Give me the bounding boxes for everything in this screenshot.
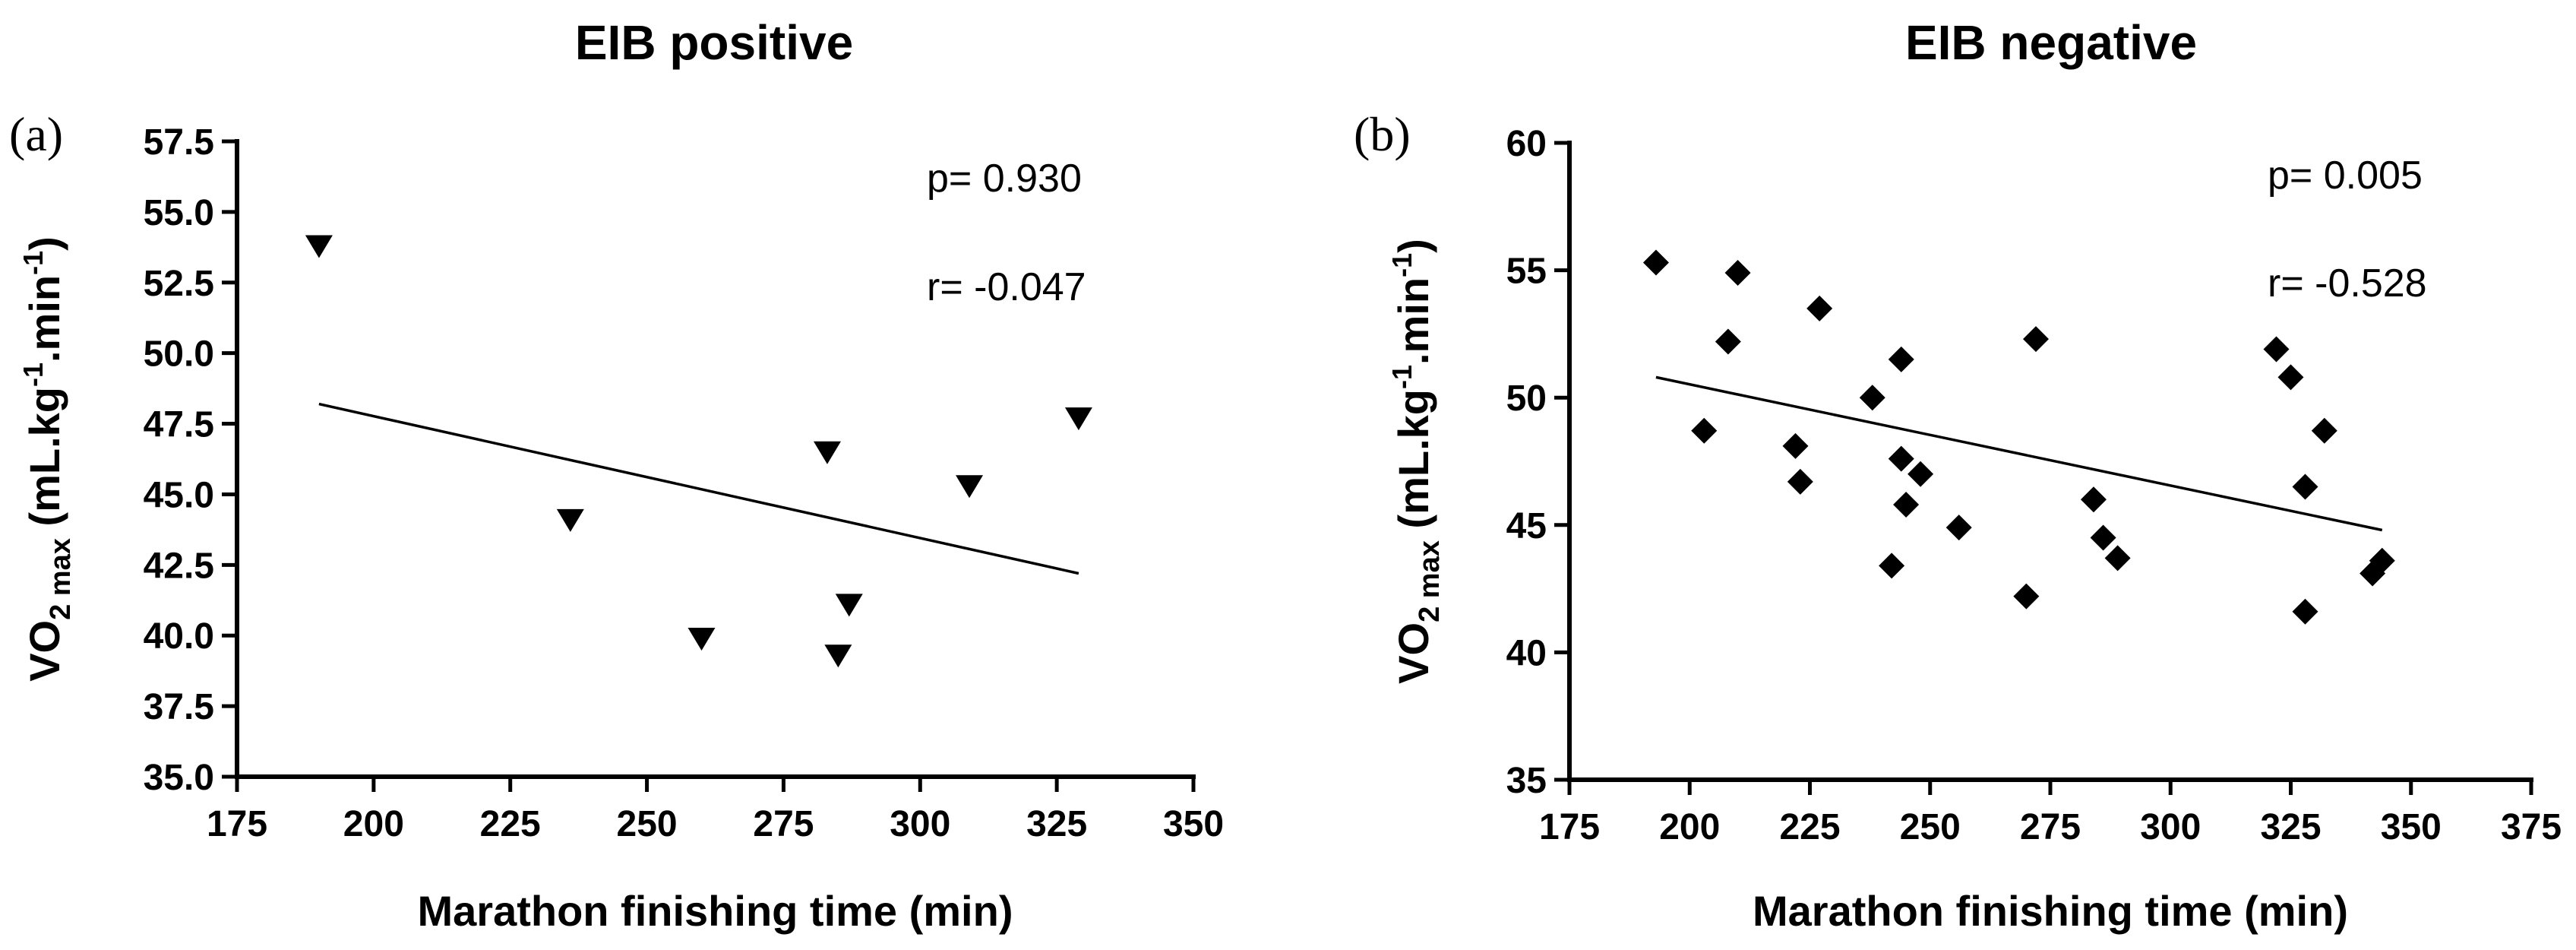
data-point xyxy=(687,627,716,651)
data-point xyxy=(2080,486,2107,513)
y-axis-label-part: -1 xyxy=(1386,253,1418,277)
data-point xyxy=(1064,407,1092,431)
x-tick-label: 350 xyxy=(1163,804,1224,844)
x-tick-label: 325 xyxy=(2260,807,2321,847)
chart-panel-b: EIB negative (b) 35 40 45 50 55 60 175 200 225 250 2… xyxy=(1354,15,2562,935)
x-tick-label: 175 xyxy=(207,804,267,844)
x-tick-label: 325 xyxy=(1026,804,1087,844)
x-tick-label: 375 xyxy=(2501,807,2562,847)
data-point xyxy=(2369,547,2395,574)
y-tick-label: 37.5 xyxy=(144,687,214,727)
x-tick-label: 200 xyxy=(343,804,404,844)
y-axis-label: VO2 max (mL.kg-1.min-1) xyxy=(1386,239,1446,684)
r-value-label: r= -0.047 xyxy=(927,265,1086,309)
data-point xyxy=(2277,364,2304,391)
data-point xyxy=(556,508,584,532)
data-point xyxy=(1945,515,1972,541)
regression-line xyxy=(1655,375,2383,532)
chart-title: EIB positive xyxy=(575,15,853,70)
x-tick-label: 175 xyxy=(1539,807,1600,847)
regression-line xyxy=(318,402,1079,575)
x-axis-label: Marathon finishing time (min) xyxy=(418,887,1013,935)
data-point xyxy=(1859,385,1885,411)
x-tick-label: 225 xyxy=(480,804,541,844)
data-point xyxy=(1691,417,1718,444)
data-point xyxy=(1787,468,1813,495)
chart-title: EIB negative xyxy=(1905,15,2197,70)
data-point xyxy=(2292,598,2318,625)
y-tick-label: 50 xyxy=(1506,378,1547,419)
x-tick-label: 350 xyxy=(2381,807,2442,847)
data-point xyxy=(305,235,333,258)
p-value-label: p= 0.005 xyxy=(2268,154,2423,198)
y-tick-label: 55 xyxy=(1506,252,1547,292)
data-point xyxy=(1724,259,1751,286)
data-point xyxy=(1893,491,1920,518)
y-axis-label-part: .min xyxy=(21,275,68,363)
r-value-label: r= -0.528 xyxy=(2268,261,2427,306)
y-axis-label-part: -1 xyxy=(17,363,49,387)
y-tick-label: 47.5 xyxy=(144,405,214,445)
x-tick-label: 300 xyxy=(2140,807,2201,847)
x-tick-label: 275 xyxy=(2020,807,2081,847)
y-axis-label-part: VO xyxy=(21,620,68,682)
panel-label: (a) xyxy=(9,107,63,161)
y-tick-label: 35 xyxy=(1506,761,1547,801)
data-point xyxy=(1888,445,1914,472)
p-value-label: p= 0.930 xyxy=(927,157,1082,201)
data-point xyxy=(1782,432,1809,459)
x-tick-label: 300 xyxy=(890,804,950,844)
x-tick-label: 225 xyxy=(1779,807,1840,847)
panel-label: (b) xyxy=(1354,107,1411,161)
y-tick-label: 42.5 xyxy=(144,546,214,586)
data-point xyxy=(1879,553,1905,579)
y-tick-label: 57.5 xyxy=(144,122,214,163)
y-axis-label-part: -1 xyxy=(17,251,49,275)
data-point xyxy=(2090,524,2116,551)
y-axis-label-part: .min xyxy=(1389,277,1437,365)
data-point xyxy=(824,644,852,668)
data-point xyxy=(1715,328,1741,355)
data-point xyxy=(2263,336,2290,363)
chart-panel-a: EIB positive (a) 35.0 37.5 40.0 42.5 45.0 47.5 5… xyxy=(9,15,1224,935)
x-axis-label: Marathon finishing time (min) xyxy=(1753,887,2348,935)
data-point xyxy=(1908,461,1934,487)
x-tick-label: 275 xyxy=(753,804,814,844)
y-tick-label: 50.0 xyxy=(144,334,214,375)
y-tick-label: 55.0 xyxy=(144,193,214,233)
data-point xyxy=(1806,295,1833,321)
y-tick-label: 45 xyxy=(1506,506,1547,546)
data-point xyxy=(2292,473,2318,500)
y-tick-label: 52.5 xyxy=(144,264,214,304)
data-point xyxy=(2013,583,2040,610)
data-point xyxy=(2023,326,2050,353)
x-tick-label: 250 xyxy=(617,804,678,844)
data-point xyxy=(956,475,984,499)
y-axis-label-part: (mL.kg xyxy=(1389,389,1437,540)
data-point xyxy=(2311,417,2337,444)
y-axis-label-part: -1 xyxy=(1386,365,1418,389)
y-axis-label-part: ) xyxy=(1389,239,1437,253)
y-tick-label: 35.0 xyxy=(144,758,214,798)
data-point xyxy=(2104,545,2131,572)
data-point xyxy=(1888,346,1914,372)
y-tick-label: 40.0 xyxy=(144,616,214,657)
y-axis-label: VO2 max (mL.kg-1.min-1) xyxy=(17,236,77,682)
y-tick-label: 60 xyxy=(1506,124,1547,164)
y-tick-label: 40 xyxy=(1506,633,1547,673)
data-point xyxy=(835,594,863,617)
x-tick-label: 250 xyxy=(1900,807,1961,847)
y-axis-label-part: 2 max xyxy=(45,538,77,620)
data-point xyxy=(813,441,841,464)
y-axis-label-part: ) xyxy=(21,236,68,251)
y-axis-label-part: (mL.kg xyxy=(21,387,68,538)
x-tick-label: 200 xyxy=(1659,807,1720,847)
y-axis-label-part: 2 max xyxy=(1414,540,1446,622)
y-axis-label-part: VO xyxy=(1389,622,1437,684)
data-point xyxy=(1642,249,1669,276)
y-tick-label: 45.0 xyxy=(144,475,214,515)
